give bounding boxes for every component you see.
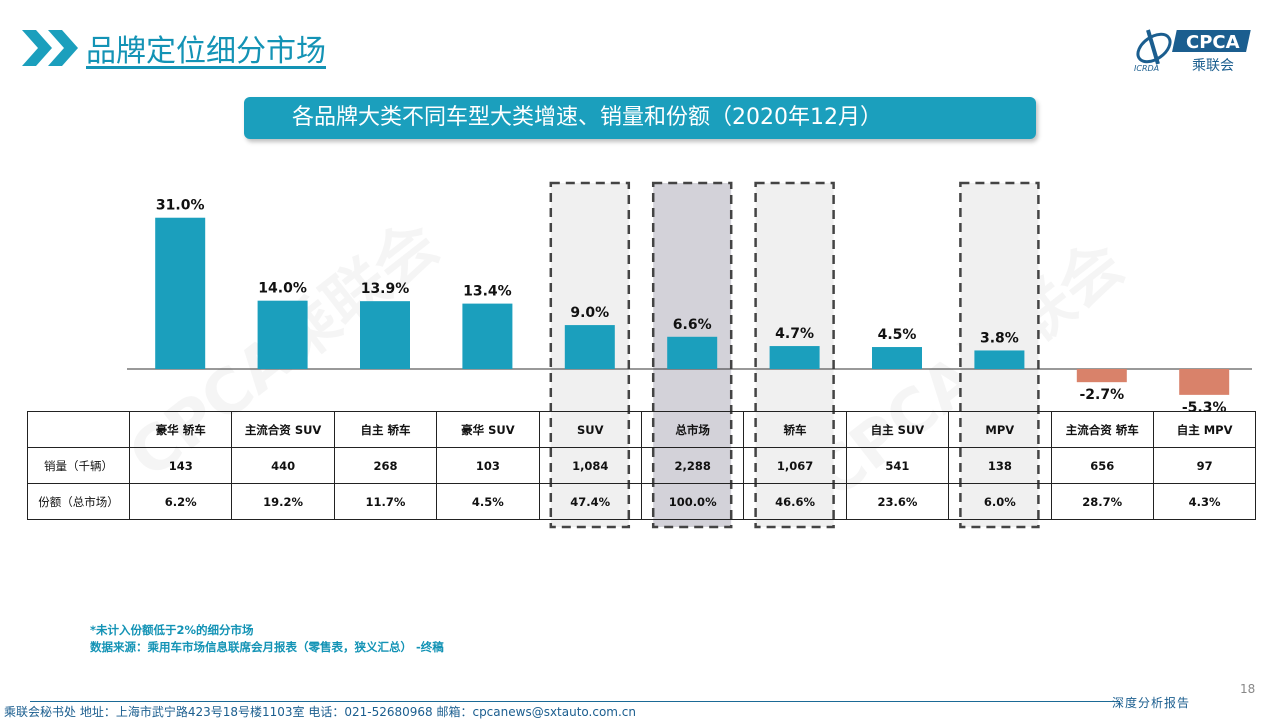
data-label: 14.0% xyxy=(258,281,307,297)
sales-cell: 103 xyxy=(436,447,540,484)
logo-mark: ICRDA xyxy=(1134,64,1159,73)
share-cell: 4.5% xyxy=(436,483,540,520)
sales-cell: 143 xyxy=(128,447,233,484)
category-cell: 轿车 xyxy=(743,411,847,448)
share-row: 份额（总市场） 6.2% 19.2% 11.7% 4.5% 47.4% 100.0% 46.6… xyxy=(27,483,1257,520)
share-cell: 46.6% xyxy=(743,483,847,520)
sales-cell: 2,288 xyxy=(640,447,745,484)
bar xyxy=(564,325,615,369)
data-label: -2.7% xyxy=(1079,387,1124,403)
footnotes: *未计入份额低于2%的细分市场 数据来源：乘用车市场信息联席会月报表（零售表，狭… xyxy=(90,622,444,656)
footnote-source: 数据来源：乘用车市场信息联席会月报表（零售表，狭义汇总） -终稿 xyxy=(90,640,444,654)
category-cell: 总市场 xyxy=(640,411,745,448)
share-cell: 11.7% xyxy=(333,483,438,520)
footnote-exclusion: *未计入份额低于2%的细分市场 xyxy=(90,623,254,637)
category-cell: 自主 SUV xyxy=(845,411,950,448)
category-cell: 自主 轿车 xyxy=(333,411,438,448)
sales-cell: 541 xyxy=(845,447,950,484)
share-cell: 100.0% xyxy=(640,483,745,520)
category-cell: 主流合资 轿车 xyxy=(1050,411,1154,448)
footer-tag: 深度分析报告 xyxy=(1112,696,1191,710)
sales-cell: 97 xyxy=(1152,447,1257,484)
data-label: 3.8% xyxy=(980,330,1019,346)
bar xyxy=(769,346,820,369)
logo-subtitle: 乘联会 xyxy=(1192,58,1234,74)
footer-contact: 乘联会秘书处 地址：上海市武宁路423号18号楼1103室 电话：021-526… xyxy=(4,705,637,719)
bar xyxy=(1179,369,1230,395)
sales-cell: 268 xyxy=(333,447,438,484)
data-label: 9.0% xyxy=(570,305,609,321)
bar xyxy=(257,300,308,369)
row-header-sales: 销量（千辆） xyxy=(27,447,130,484)
share-cell: 6.0% xyxy=(948,483,1052,520)
row-header-share: 份额（总市场） xyxy=(27,483,130,520)
category-cell: SUV xyxy=(538,411,642,448)
data-label: 13.9% xyxy=(361,281,410,297)
bar xyxy=(1076,369,1127,383)
category-cell: 自主 MPV xyxy=(1152,411,1257,448)
sales-cell: 1,084 xyxy=(538,447,642,484)
share-cell: 4.3% xyxy=(1152,483,1257,520)
category-cell: 主流合资 SUV xyxy=(231,411,335,448)
page-title: 品牌定位细分市场 xyxy=(86,34,326,69)
chart-title-banner xyxy=(244,97,1036,139)
share-cell: 6.2% xyxy=(128,483,233,520)
data-label: 31.0% xyxy=(156,198,205,214)
bar xyxy=(872,347,922,369)
data-label: 4.5% xyxy=(878,327,917,343)
share-cell: 47.4% xyxy=(538,483,642,520)
share-cell: 28.7% xyxy=(1050,483,1154,520)
bar xyxy=(974,350,1025,369)
category-cell: MPV xyxy=(948,411,1052,448)
category-cell: 豪华 SUV xyxy=(436,411,540,448)
share-cell: 19.2% xyxy=(231,483,335,520)
sales-cell: 656 xyxy=(1050,447,1154,484)
double-chevron-icon xyxy=(22,30,78,66)
bar xyxy=(155,217,206,369)
category-row: 豪华 轿车 主流合资 SUV 自主 轿车 豪华 SUV SUV 总市场 轿车 自主 SUV MP… xyxy=(27,411,1257,448)
logo-brand: CPCA xyxy=(1186,32,1240,53)
data-label: 13.4% xyxy=(463,284,512,300)
data-label: 4.7% xyxy=(775,326,814,342)
chart-title: 各品牌大类不同车型大类增速、销量和份额（2020年12月） xyxy=(292,105,882,130)
cpca-logo: CPCA 乘联会 ICRDA xyxy=(1134,29,1251,74)
bar xyxy=(462,303,513,369)
footer-divider xyxy=(30,701,1120,702)
data-table: 豪华 轿车 主流合资 SUV 自主 轿车 豪华 SUV SUV 总市场 轿车 自主 SUV MP… xyxy=(27,411,1257,520)
share-cell: 23.6% xyxy=(845,483,950,520)
bar xyxy=(360,301,410,369)
page-number: 18 xyxy=(1240,682,1256,696)
table-corner-cell xyxy=(27,411,130,448)
sales-row: 销量（千辆） 143 440 268 103 1,084 2,288 1,067 541 138 6… xyxy=(27,447,1257,484)
bar xyxy=(667,336,718,369)
sales-cell: 1,067 xyxy=(743,447,847,484)
sales-cell: 138 xyxy=(948,447,1052,484)
data-label: 6.6% xyxy=(673,317,712,333)
category-cell: 豪华 轿车 xyxy=(128,411,233,448)
sales-cell: 440 xyxy=(231,447,335,484)
